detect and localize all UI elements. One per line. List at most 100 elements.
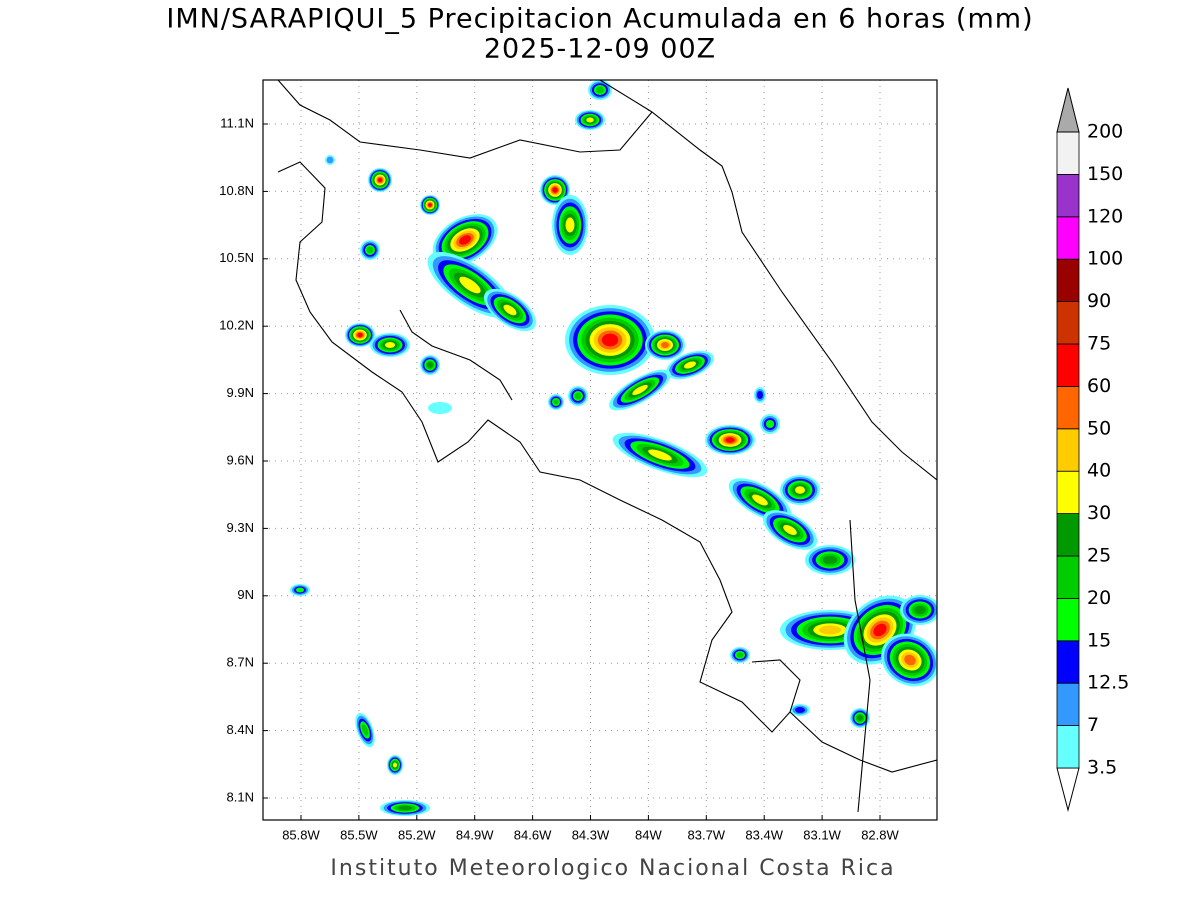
colorbar-label: 60: [1087, 375, 1111, 397]
rain-contour: [459, 276, 481, 294]
osa-inlet: [751, 659, 801, 713]
rain-contour: [377, 177, 383, 183]
colorbar-label: 30: [1087, 502, 1111, 524]
colorbar-label: 50: [1087, 417, 1111, 439]
lon-label: 84.3W: [572, 827, 610, 842]
title: IMN/SARAPIQUI_5 Precipitacion Acumulada …: [166, 4, 1033, 35]
axis-labels: 11.1N 10.8N 10.5N 10.2N 9.9N 9.6N 9.3N 9N 8.7N 8.…: [219, 115, 899, 842]
precipitation-field: [290, 80, 937, 816]
rain-contour: [553, 399, 559, 405]
colorbar-label: 200: [1087, 121, 1123, 143]
rain-contour: [601, 333, 619, 347]
colorbar-box: [1056, 598, 1080, 642]
lat-label: 9.3N: [227, 520, 254, 535]
colorbar-box: [1056, 343, 1080, 387]
rain-contour: [385, 342, 395, 348]
rain-contour: [904, 654, 916, 666]
lat-label: 10.8N: [219, 183, 254, 198]
colorbar-label: 75: [1087, 333, 1111, 355]
rain-contour: [366, 246, 374, 254]
rain-contour: [914, 605, 926, 615]
colorbar-label: 20: [1087, 587, 1111, 609]
lon-label: 83.4W: [745, 827, 783, 842]
colorbar-box: [1056, 725, 1080, 769]
colorbar-box: [1056, 428, 1080, 472]
grid: [263, 80, 937, 820]
rain-contour: [857, 715, 863, 721]
lat-label: 10.5N: [219, 250, 254, 265]
colorbar-label: 100: [1087, 248, 1123, 270]
rain-contour: [795, 486, 805, 494]
colorbar-label: 3.5: [1087, 757, 1117, 779]
lat-label: 8.7N: [227, 655, 254, 670]
rain-contour: [783, 525, 797, 535]
colorbar-box: [1056, 470, 1080, 515]
colorbar-label: 12.5: [1087, 672, 1129, 694]
rain-contour: [684, 361, 696, 369]
colorbar-box: [1056, 258, 1080, 303]
rain-contour: [661, 342, 669, 348]
northern-border: [277, 80, 653, 159]
rain-contour: [428, 203, 432, 207]
colorbar-label: 150: [1087, 163, 1123, 185]
colorbar-box: [1056, 385, 1080, 430]
colorbar-box: [1056, 640, 1080, 684]
lon-label: 84.9W: [456, 827, 494, 842]
coastlines: [277, 80, 937, 813]
rain-contour: [822, 555, 838, 565]
rain-contour: [459, 235, 471, 245]
rain-contour: [795, 707, 805, 713]
rain-contour: [752, 494, 768, 506]
lon-label: 85.5W: [340, 827, 378, 842]
colorbar-box: [1056, 513, 1080, 557]
colorbar-min-triangle: [1056, 767, 1080, 812]
rain-contour: [818, 625, 842, 635]
rain-contour: [296, 587, 304, 593]
rain-contour: [574, 392, 582, 400]
colorbar-label: 40: [1087, 460, 1111, 482]
map-frame: [262, 79, 938, 821]
lon-label: 85.2W: [398, 827, 436, 842]
colorbar-max-triangle: [1056, 87, 1080, 133]
colorbar-box: [1056, 682, 1080, 727]
colorbar-label: 7: [1087, 714, 1099, 736]
rain-contour: [648, 449, 672, 461]
rain-contour: [357, 332, 363, 338]
colorbar-label: 120: [1087, 205, 1123, 227]
lon-label: 82.8W: [861, 827, 899, 842]
rain-contour: [393, 762, 397, 768]
rain-contour: [736, 652, 744, 658]
colorbar-box: [1056, 216, 1080, 260]
rain-contour: [586, 117, 594, 123]
rain-contour: [725, 437, 735, 443]
rain-contour: [873, 623, 887, 637]
lat-label: 9N: [237, 587, 254, 602]
rain-contour: [766, 420, 774, 428]
rain-contour: [565, 217, 575, 233]
southern-border: [849, 519, 871, 813]
lon-label: 85.8W: [282, 827, 320, 842]
colorbar-box: [1056, 555, 1080, 599]
rain-contour: [427, 362, 433, 368]
colorbar-label: 90: [1087, 290, 1111, 312]
colorbar-label: 15: [1087, 629, 1111, 651]
rain-contour: [326, 156, 334, 164]
lon-label: 84W: [635, 827, 662, 842]
rain-contour: [632, 384, 648, 396]
caribbean-coast: [599, 80, 937, 481]
lat-label: 10.2N: [219, 318, 254, 333]
colorbar-box: [1056, 173, 1080, 218]
rain-contour: [757, 391, 763, 399]
colorbar: 3.5 7 12.5 15 20 25 30 40 50 60 75 90 100 120 150 200: [1056, 87, 1129, 812]
lat-label: 8.1N: [227, 789, 254, 804]
colorbar-box: [1056, 301, 1080, 345]
lat-label: 9.6N: [227, 452, 254, 467]
lon-label: 83.1W: [803, 827, 841, 842]
lat-label: 11.1N: [220, 115, 254, 130]
footer: Instituto Meteorologico Nacional Costa R…: [330, 856, 895, 881]
rain-contour: [397, 805, 413, 811]
colorbar-box: [1056, 131, 1080, 175]
lat-label: 8.4N: [227, 722, 254, 737]
